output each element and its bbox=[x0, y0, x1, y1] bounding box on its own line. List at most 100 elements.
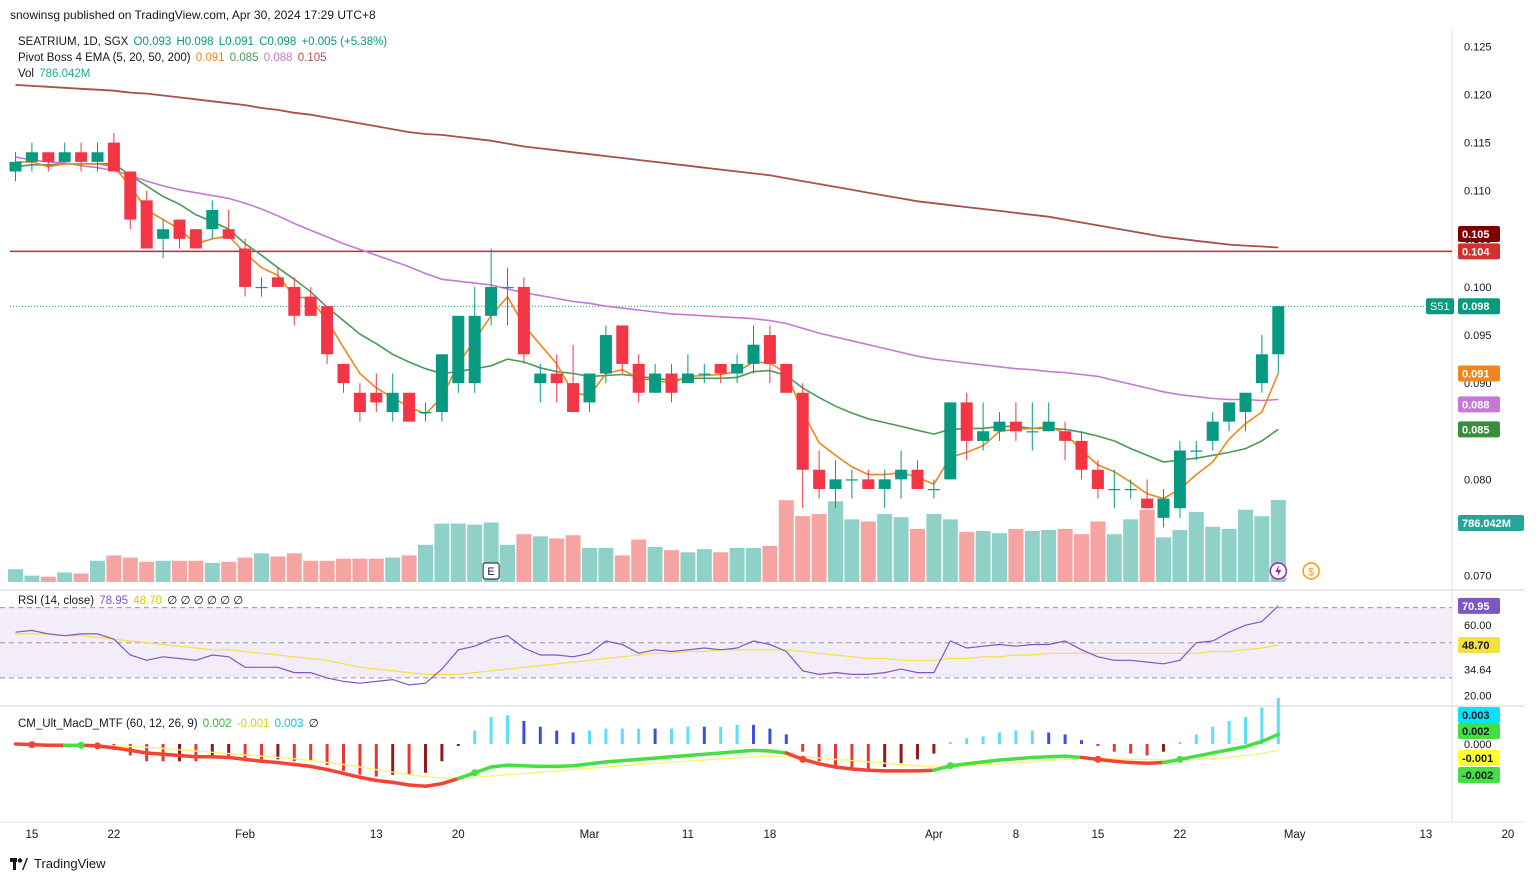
volume-bar bbox=[942, 519, 958, 582]
macd-line-segment bbox=[1128, 760, 1149, 765]
candle-body bbox=[25, 152, 38, 162]
volume-bar bbox=[418, 544, 433, 582]
earnings-marker: E bbox=[482, 562, 500, 580]
volume-bar bbox=[877, 514, 893, 582]
macd-histogram-bar bbox=[1129, 744, 1133, 754]
price-axis-label: 0.125 bbox=[1464, 41, 1492, 53]
volume-bar bbox=[614, 555, 630, 582]
macd-tag-text: -0.002 bbox=[1462, 770, 1493, 782]
macd-histogram-bar bbox=[571, 732, 575, 744]
macd-tag: -0.002 bbox=[1458, 767, 1500, 783]
macd-cross-dot bbox=[1094, 755, 1102, 763]
macd-line-segment bbox=[833, 765, 854, 771]
candle-body bbox=[681, 373, 694, 384]
volume-bar bbox=[1205, 526, 1221, 582]
macd-tag-text: 0.003 bbox=[1462, 710, 1490, 722]
symbol-name[interactable]: SEATRIUM, 1D, SGX bbox=[18, 36, 129, 48]
candle-body bbox=[911, 469, 924, 489]
volume-tag-bg bbox=[1458, 515, 1524, 531]
candle-body bbox=[583, 373, 596, 403]
macd-histogram-bar bbox=[276, 744, 280, 760]
candle-body bbox=[1059, 431, 1072, 441]
ohlc-low: L0.091 bbox=[218, 36, 254, 48]
macd-line-segment bbox=[276, 760, 297, 767]
price-tag-text: 0.085 bbox=[1462, 424, 1490, 436]
macd-histogram-bar bbox=[440, 744, 444, 762]
candle-body bbox=[42, 152, 55, 162]
ema-title[interactable]: Pivot Boss 4 EMA (5, 20, 50, 200) bbox=[18, 52, 191, 64]
price-tag-bg bbox=[1458, 226, 1500, 243]
volume-bar bbox=[516, 534, 532, 582]
volume-bar bbox=[254, 553, 269, 582]
volume-bar bbox=[746, 548, 761, 582]
time-axis-label: 18 bbox=[764, 829, 777, 841]
tradingview-logo[interactable]: TradingView bbox=[10, 856, 106, 871]
macd-histogram-bar bbox=[309, 744, 313, 762]
candle-body bbox=[862, 479, 875, 489]
macd-histogram-bar bbox=[702, 726, 706, 744]
price-axis-label: 0.095 bbox=[1464, 330, 1492, 342]
time-axis-label: 13 bbox=[1420, 829, 1433, 841]
price-tag: 0.085 bbox=[1458, 421, 1500, 438]
rsi-ma-value: 48.70 bbox=[133, 595, 163, 607]
volume-bar bbox=[90, 560, 105, 582]
volume-bar bbox=[24, 575, 40, 582]
candle-body bbox=[1124, 488, 1137, 491]
macd-tag: -0.001 bbox=[1458, 750, 1500, 766]
macd-line-segment bbox=[341, 771, 362, 780]
macd-histogram-bar bbox=[1162, 744, 1165, 752]
volume-bar bbox=[237, 557, 253, 582]
macd-line-segment bbox=[915, 768, 936, 773]
candle-body bbox=[1223, 402, 1236, 422]
macd-line-segment bbox=[243, 757, 264, 764]
volume-bar bbox=[959, 532, 975, 582]
macd-histogram-bar bbox=[817, 744, 821, 762]
macd-histogram-bar bbox=[866, 744, 870, 769]
volume-bar bbox=[795, 516, 811, 582]
macd-histogram-bar bbox=[555, 730, 559, 744]
candle-body bbox=[140, 200, 153, 249]
volume-bar bbox=[1188, 511, 1204, 582]
time-axis-label: 15 bbox=[1092, 829, 1105, 841]
tradingview-logo-icon bbox=[10, 857, 28, 870]
volume-bar bbox=[844, 519, 860, 582]
macd-line-segment bbox=[1063, 754, 1084, 760]
volume-bar bbox=[368, 558, 384, 582]
volume-bar bbox=[221, 561, 237, 582]
candle-body bbox=[1141, 498, 1154, 509]
macd-line-segment bbox=[981, 758, 1002, 764]
candle-body bbox=[1009, 421, 1022, 432]
rsi-line bbox=[15, 605, 1279, 686]
macd-line-segment bbox=[866, 768, 887, 773]
candle-body bbox=[403, 392, 416, 422]
chart-canvas[interactable]: E $0.125 0.120 0.115 0.110 0.105 0.100 0.095 0.0… bbox=[0, 0, 1536, 850]
rsi-axis-label: 34.64 bbox=[1464, 665, 1492, 677]
rsi-title[interactable]: RSI (14, close) bbox=[18, 595, 95, 607]
volume-bar bbox=[975, 531, 991, 582]
candle-body bbox=[977, 431, 990, 441]
candle-body bbox=[58, 152, 71, 162]
vol-legend: Vol 786.042M bbox=[18, 68, 92, 80]
candle-body bbox=[239, 248, 252, 287]
volume-bar bbox=[729, 548, 745, 582]
macd-tag: 0.002 bbox=[1458, 723, 1500, 739]
vol-title[interactable]: Vol bbox=[18, 68, 34, 80]
macd-histogram-bar bbox=[489, 717, 493, 744]
macd-line-segment bbox=[522, 764, 543, 769]
dividend-event-glyph: $ bbox=[1308, 567, 1314, 579]
macd-line-segment bbox=[997, 756, 1018, 762]
macd-histogram-bar bbox=[1211, 726, 1215, 744]
macd-line-segment bbox=[407, 783, 428, 788]
macd-histogram-bar bbox=[342, 744, 345, 771]
candle-body bbox=[829, 479, 842, 489]
time-axis-label: 13 bbox=[370, 829, 383, 841]
candle-body bbox=[895, 469, 908, 480]
lightning-event-bolt bbox=[1275, 565, 1282, 577]
macd-cross-dot bbox=[946, 762, 954, 770]
candle-body bbox=[1190, 450, 1203, 452]
price-tag: 0.104 bbox=[1458, 243, 1500, 260]
price-tag-text: 0.104 bbox=[1462, 246, 1490, 258]
macd-title[interactable]: CM_Ult_MacD_MTF (60, 12, 26, 9) bbox=[18, 718, 198, 730]
macd-histogram-bar bbox=[1096, 744, 1100, 746]
time-axis-label: 20 bbox=[452, 829, 465, 841]
